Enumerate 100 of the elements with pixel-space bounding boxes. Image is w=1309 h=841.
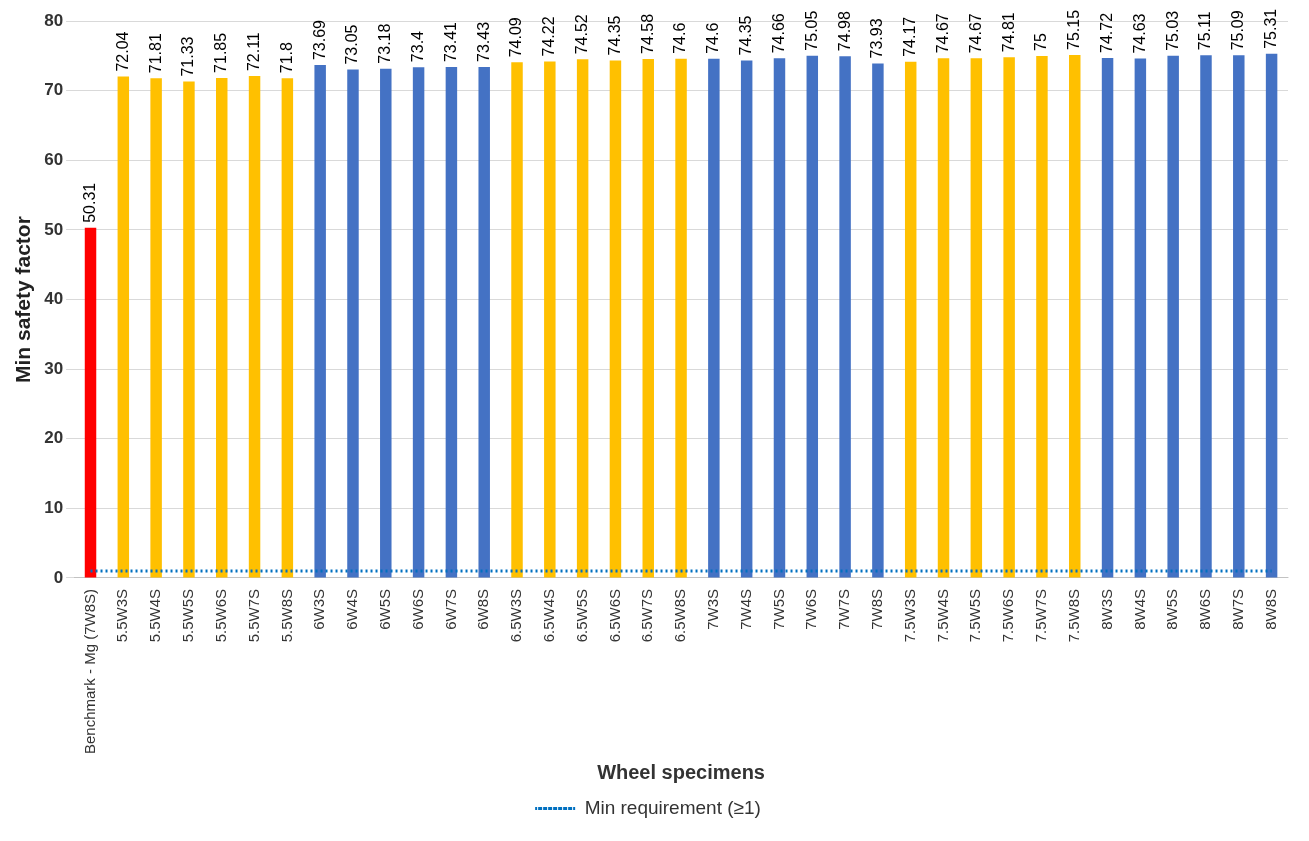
data-label: 73.43 bbox=[474, 21, 492, 62]
data-label: 73.18 bbox=[376, 23, 394, 64]
bar bbox=[117, 76, 130, 578]
data-label: 74.52 bbox=[573, 14, 591, 55]
x-tick-label: 6W4S bbox=[343, 588, 361, 630]
bar bbox=[609, 60, 622, 578]
x-tick-label: 8W6S bbox=[1196, 588, 1214, 630]
x-tick-label: 8W3S bbox=[1097, 588, 1115, 630]
y-tick-label: 50 bbox=[44, 219, 64, 239]
bar bbox=[740, 60, 753, 578]
x-tick-label: 7.5W8S bbox=[1064, 588, 1082, 643]
bar bbox=[806, 55, 819, 578]
data-label: 71.85 bbox=[212, 32, 230, 73]
x-tick-label: 6.5W3S bbox=[507, 588, 525, 643]
x-tick-label: 6W8S bbox=[474, 588, 492, 630]
x-tick-label: 5.5W5S bbox=[179, 588, 197, 643]
x-tick-label: 7.5W6S bbox=[999, 588, 1017, 643]
x-tick-label: 5.5W4S bbox=[146, 588, 164, 643]
bar bbox=[380, 68, 392, 578]
x-axis-title: Wheel specimens bbox=[597, 760, 765, 783]
x-tick-label: 5.5W7S bbox=[244, 588, 262, 643]
y-tick-label: 60 bbox=[44, 150, 64, 170]
x-tick-label: 7W4S bbox=[736, 588, 754, 630]
data-label: 75 bbox=[1032, 33, 1050, 51]
data-label: 74.67 bbox=[966, 13, 984, 54]
data-label: 74.17 bbox=[901, 16, 919, 57]
bar bbox=[1134, 58, 1147, 578]
bar bbox=[1167, 55, 1179, 578]
x-tick-label: 7W5S bbox=[769, 588, 787, 630]
bar bbox=[675, 58, 687, 578]
data-label: 75.03 bbox=[1163, 10, 1181, 51]
y-tick-label: 10 bbox=[44, 498, 64, 518]
data-label: 74.58 bbox=[638, 13, 656, 54]
data-label: 75.09 bbox=[1229, 10, 1247, 51]
bar bbox=[478, 66, 490, 578]
x-tick-label: 6W5S bbox=[375, 588, 393, 630]
data-label: 75.11 bbox=[1196, 11, 1214, 51]
data-label: 74.35 bbox=[737, 15, 755, 56]
data-label: 50.31 bbox=[80, 182, 98, 223]
bar bbox=[511, 62, 523, 578]
data-label: 75.05 bbox=[802, 10, 820, 51]
x-tick-label: 5.5W3S bbox=[113, 588, 131, 643]
data-label: 74.35 bbox=[605, 15, 623, 56]
bar bbox=[150, 78, 162, 578]
data-label: 74.67 bbox=[933, 13, 951, 54]
bar bbox=[773, 58, 786, 578]
bar bbox=[183, 81, 195, 578]
bar bbox=[1233, 55, 1245, 578]
x-tick-label: 7.5W7S bbox=[1032, 588, 1050, 643]
data-label: 74.63 bbox=[1130, 13, 1148, 54]
x-tick-label: 6W6S bbox=[408, 588, 426, 630]
bar bbox=[1069, 54, 1081, 578]
bar bbox=[872, 63, 884, 578]
data-label: 74.6 bbox=[704, 22, 722, 54]
bar bbox=[216, 77, 228, 578]
x-tick-label: 7.5W3S bbox=[900, 588, 918, 643]
bar bbox=[1265, 53, 1278, 578]
bar bbox=[248, 76, 261, 578]
x-tick-label: 7W8S bbox=[868, 588, 886, 630]
data-label: 73.41 bbox=[441, 21, 459, 63]
x-tick-label: 8W4S bbox=[1130, 588, 1148, 630]
x-tick-label: 5.5W8S bbox=[277, 588, 295, 643]
x-tick-label: 8W8S bbox=[1261, 588, 1279, 630]
data-label: 75.15 bbox=[1065, 9, 1083, 50]
x-tick-label: 6W3S bbox=[310, 588, 328, 630]
bar bbox=[937, 58, 950, 578]
data-label: 74.81 bbox=[999, 12, 1017, 53]
data-label: 75.31 bbox=[1262, 8, 1279, 49]
y-tick-label: 30 bbox=[44, 358, 64, 378]
y-tick-label: 80 bbox=[44, 10, 64, 30]
x-tick-label: 5.5W6S bbox=[211, 588, 229, 643]
x-tick-label: 7W6S bbox=[802, 588, 820, 630]
bar bbox=[970, 58, 983, 578]
x-tick-label: 6.5W7S bbox=[638, 588, 656, 643]
bar bbox=[544, 61, 556, 578]
data-label: 73.93 bbox=[868, 18, 886, 59]
data-label: 74.66 bbox=[769, 13, 787, 54]
data-label: 71.81 bbox=[146, 33, 164, 74]
bar bbox=[281, 78, 294, 578]
bar bbox=[314, 65, 326, 578]
y-axis-title: Min safety factor bbox=[11, 216, 35, 384]
bar bbox=[347, 69, 359, 578]
legend-label: Min requirement (≥1) bbox=[584, 796, 761, 818]
x-tick-label: 8W7S bbox=[1228, 588, 1246, 630]
y-tick-label: 70 bbox=[44, 80, 64, 100]
data-label: 72.11 bbox=[244, 32, 262, 72]
bar bbox=[1101, 57, 1114, 578]
bar bbox=[642, 58, 654, 578]
data-label: 74.72 bbox=[1097, 12, 1115, 53]
bar bbox=[1200, 55, 1212, 578]
data-label: 73.69 bbox=[310, 19, 328, 61]
data-label: 73.05 bbox=[343, 24, 361, 65]
x-tick-label: 7.5W5S bbox=[966, 588, 984, 643]
x-tick-label: 7W3S bbox=[704, 588, 721, 630]
data-label: 74.98 bbox=[835, 11, 853, 52]
bar bbox=[839, 56, 851, 578]
x-tick-label: 6W7S bbox=[441, 588, 459, 630]
bar bbox=[1003, 57, 1015, 578]
x-tick-label: 6.5W8S bbox=[671, 588, 689, 643]
bar bbox=[904, 61, 917, 578]
